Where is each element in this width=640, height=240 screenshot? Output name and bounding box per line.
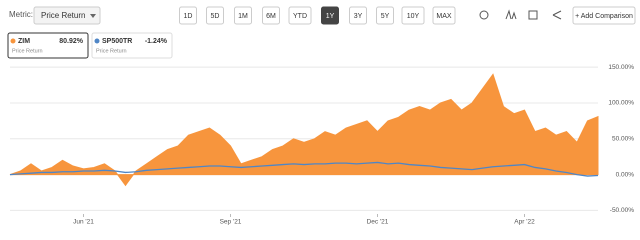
y-tick-label: -50.00% (610, 207, 634, 214)
y-tick-label: 100.00% (608, 100, 634, 107)
y-tick-label: 50.00% (612, 136, 634, 143)
dropdown-arrow (90, 14, 96, 18)
range-label: 3Y (354, 13, 363, 20)
metric-dropdown[interactable] (33, 6, 101, 25)
range-label: 1M (238, 13, 248, 20)
range-button[interactable] (432, 6, 456, 25)
x-tick-label: Dec '21 (367, 219, 389, 226)
legend-subtitle: Price Return (12, 48, 43, 54)
range-button[interactable] (262, 6, 280, 25)
range-label: 6M (266, 13, 276, 20)
legend-swatch (10, 38, 16, 44)
y-tick-label: 150.00% (608, 64, 634, 71)
range-button[interactable] (349, 6, 367, 25)
x-tick-label: Sep '21 (220, 219, 242, 226)
share-icon[interactable] (552, 10, 562, 20)
add-comparison-label: + Add Comparison (575, 13, 633, 20)
legend-name: ZIM (18, 38, 30, 45)
range-button[interactable] (321, 6, 339, 25)
range-button[interactable] (234, 6, 252, 25)
area (9, 73, 599, 187)
range-button[interactable] (206, 6, 224, 25)
y-tick-label: 0.00% (616, 171, 635, 178)
range-button[interactable] (376, 6, 394, 25)
legend-swatch (94, 38, 100, 44)
range-label: 1Y (326, 13, 335, 20)
range-button[interactable] (401, 6, 425, 25)
add-comparison-button[interactable] (572, 6, 636, 25)
settings-icon[interactable] (479, 10, 489, 20)
line (9, 161, 599, 177)
legend-card[interactable] (7, 32, 89, 59)
legend-card[interactable] (91, 32, 173, 59)
legend-value: 80.92% (59, 38, 84, 45)
range-label: MAX (436, 13, 452, 20)
legend-name: SP500TR (102, 38, 132, 45)
range-label: 10Y (407, 13, 420, 20)
legend-value: -1.24% (145, 38, 168, 45)
range-label: 1D (184, 13, 193, 20)
chart-type-icon[interactable] (505, 9, 517, 20)
range-label: 5D (211, 13, 220, 20)
tool-icons (479, 9, 562, 20)
range-button[interactable] (179, 6, 197, 25)
range-button[interactable] (288, 6, 312, 25)
screen: Metric: Price Return 1D 5D 1M 6M YTD 1Y 3Y 5Y 10… (7, 6, 636, 226)
x-tick-label: Jun '21 (73, 219, 94, 226)
range-label: 5Y (381, 13, 390, 20)
legend-subtitle: Price Return (96, 48, 127, 54)
table-icon[interactable] (528, 10, 538, 20)
range-label: YTD (293, 13, 307, 20)
metric-label: Metric: (9, 10, 33, 19)
metric-value: Price Return (41, 11, 85, 20)
x-tick-label: Apr '22 (514, 219, 535, 226)
